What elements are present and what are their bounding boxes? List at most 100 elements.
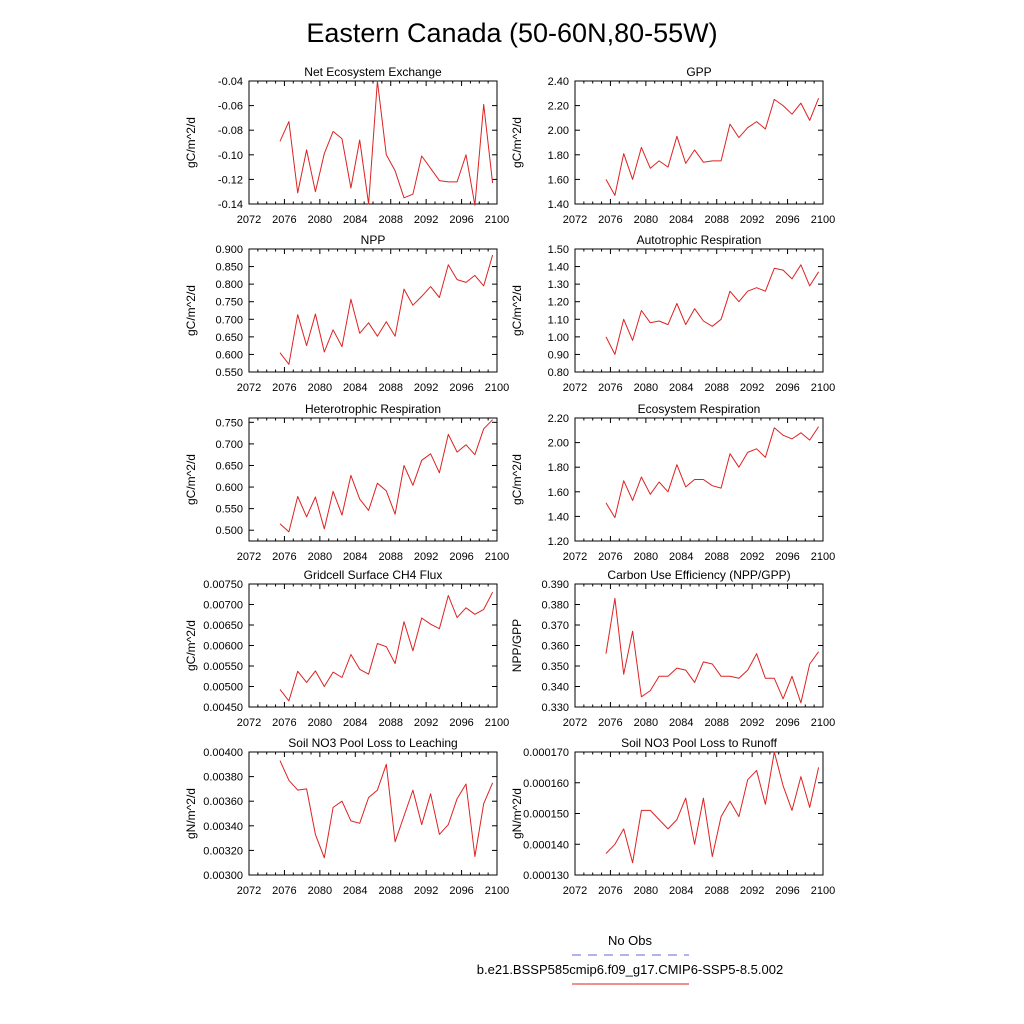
plot-frame <box>248 248 498 373</box>
y-tick-label: 0.340 <box>541 682 569 694</box>
y-tick-label: 0.600 <box>215 482 243 494</box>
y-tick-label: 0.750 <box>215 417 243 429</box>
x-tick-label: 2084 <box>669 551 693 563</box>
y-tick-label: 0.550 <box>215 367 243 379</box>
chart-title: Soil NO3 Pool Loss to Runoff <box>621 736 778 750</box>
plot-frame <box>574 248 824 373</box>
plot-frame <box>248 583 498 708</box>
x-tick-label: 2092 <box>740 717 764 729</box>
x-tick-label: 2092 <box>414 551 438 563</box>
x-tick-label: 2100 <box>485 382 509 394</box>
plot-frame <box>574 80 824 205</box>
x-tick-label: 2096 <box>775 214 799 226</box>
plot-frame <box>574 751 824 876</box>
x-tick-label: 2072 <box>563 214 587 226</box>
chart-panel-6: Ecosystem Respiration 2072 2076 2080 2084 208… <box>510 402 835 563</box>
y-tick-label: 0.00500 <box>203 682 243 694</box>
x-tick-label: 2100 <box>811 717 835 729</box>
series-line-1 <box>279 591 494 702</box>
y-tick-label: 0.000130 <box>523 870 569 882</box>
x-tick-label: 2100 <box>485 214 509 226</box>
y-tick-label: 0.00360 <box>203 796 243 808</box>
x-tick-label: 2092 <box>414 885 438 897</box>
chart-title: Autotrophic Respiration <box>637 233 762 247</box>
x-tick-label: 2100 <box>811 551 835 563</box>
y-tick-label: 0.00400 <box>203 747 243 759</box>
x-tick-label: 2080 <box>634 382 658 394</box>
x-tick-label: 2088 <box>378 885 402 897</box>
series-line-1 <box>605 426 820 519</box>
x-tick-label: 2096 <box>449 551 473 563</box>
x-tick-label: 2080 <box>634 551 658 563</box>
y-tick-label: -0.08 <box>218 125 243 137</box>
x-tick-label: 2096 <box>775 382 799 394</box>
y-tick-label: 0.600 <box>215 349 243 361</box>
x-tick-label: 2092 <box>740 885 764 897</box>
x-tick-label: 2088 <box>704 214 728 226</box>
x-tick-label: 2088 <box>704 717 728 729</box>
plot-frame <box>248 751 498 876</box>
y-tick-label: -0.06 <box>218 101 243 113</box>
y-tick-label: -0.10 <box>218 150 243 162</box>
x-tick-label: 2076 <box>272 382 296 394</box>
y-tick-label: 0.000160 <box>523 778 569 790</box>
x-tick-label: 2084 <box>343 214 367 226</box>
x-tick-label: 2096 <box>775 885 799 897</box>
y-axis-label: gC/m^2/d <box>184 117 198 168</box>
x-tick-label: 2092 <box>414 717 438 729</box>
y-tick-label: 0.800 <box>215 279 243 291</box>
y-tick-label: -0.14 <box>218 199 243 211</box>
x-tick-label: 2072 <box>237 885 261 897</box>
x-tick-label: 2080 <box>308 885 332 897</box>
y-tick-label: 1.50 <box>548 244 569 256</box>
y-tick-label: 1.40 <box>548 199 569 211</box>
x-tick-label: 2076 <box>598 551 622 563</box>
x-tick-label: 2084 <box>343 885 367 897</box>
legend: No Obs b.e21.BSSP585cmip6.f09_g17.CMIP6-… <box>477 933 783 985</box>
x-tick-label: 2100 <box>811 885 835 897</box>
y-tick-label: 2.20 <box>548 101 569 113</box>
y-tick-label: 0.00650 <box>203 620 243 632</box>
y-tick-label: 0.850 <box>215 262 243 274</box>
series-line-1 <box>605 264 820 355</box>
y-tick-label: 0.330 <box>541 702 569 714</box>
y-tick-label: 0.00700 <box>203 600 243 612</box>
x-tick-label: 2096 <box>775 717 799 729</box>
x-tick-label: 2084 <box>669 214 693 226</box>
y-tick-label: 0.00380 <box>203 772 243 784</box>
y-axis-label: gC/m^2/d <box>184 285 198 336</box>
x-tick-label: 2100 <box>485 551 509 563</box>
x-tick-label: 2088 <box>704 885 728 897</box>
y-tick-label: 0.390 <box>541 579 569 591</box>
plot-frame <box>574 583 824 708</box>
y-tick-label: 1.00 <box>548 332 569 344</box>
chart-panel-7: Gridcell Surface CH4 Flux 2072 2076 2080 208… <box>184 568 509 729</box>
y-axis-label: gC/m^2/d <box>510 285 524 336</box>
y-tick-label: 0.90 <box>548 349 569 361</box>
y-tick-label: 0.750 <box>215 297 243 309</box>
y-tick-label: 0.00550 <box>203 661 243 673</box>
chart-panels: Net Ecosystem Exchange 2072 2076 2080 2084 20… <box>184 65 835 897</box>
x-tick-label: 2096 <box>449 382 473 394</box>
plot-frame <box>248 417 498 542</box>
y-tick-label: 1.60 <box>548 174 569 186</box>
chart-title: Carbon Use Efficiency (NPP/GPP) <box>607 568 790 582</box>
x-tick-label: 2088 <box>704 551 728 563</box>
y-tick-label: 0.360 <box>541 641 569 653</box>
y-tick-label: 0.000170 <box>523 747 569 759</box>
y-tick-label: 1.10 <box>548 314 569 326</box>
x-tick-label: 2076 <box>598 382 622 394</box>
y-tick-label: 0.370 <box>541 620 569 632</box>
x-tick-label: 2092 <box>740 551 764 563</box>
x-tick-label: 2100 <box>811 382 835 394</box>
y-tick-label: 0.350 <box>541 661 569 673</box>
y-tick-label: -0.04 <box>218 76 243 88</box>
series-line-1 <box>279 80 494 206</box>
x-tick-label: 2072 <box>237 717 261 729</box>
x-tick-label: 2096 <box>775 551 799 563</box>
x-tick-label: 2088 <box>378 717 402 729</box>
legend-label-model: b.e21.BSSP585cmip6.f09_g17.CMIP6-SSP5-8.… <box>477 962 783 977</box>
y-tick-label: 1.20 <box>548 297 569 309</box>
x-tick-label: 2092 <box>740 382 764 394</box>
